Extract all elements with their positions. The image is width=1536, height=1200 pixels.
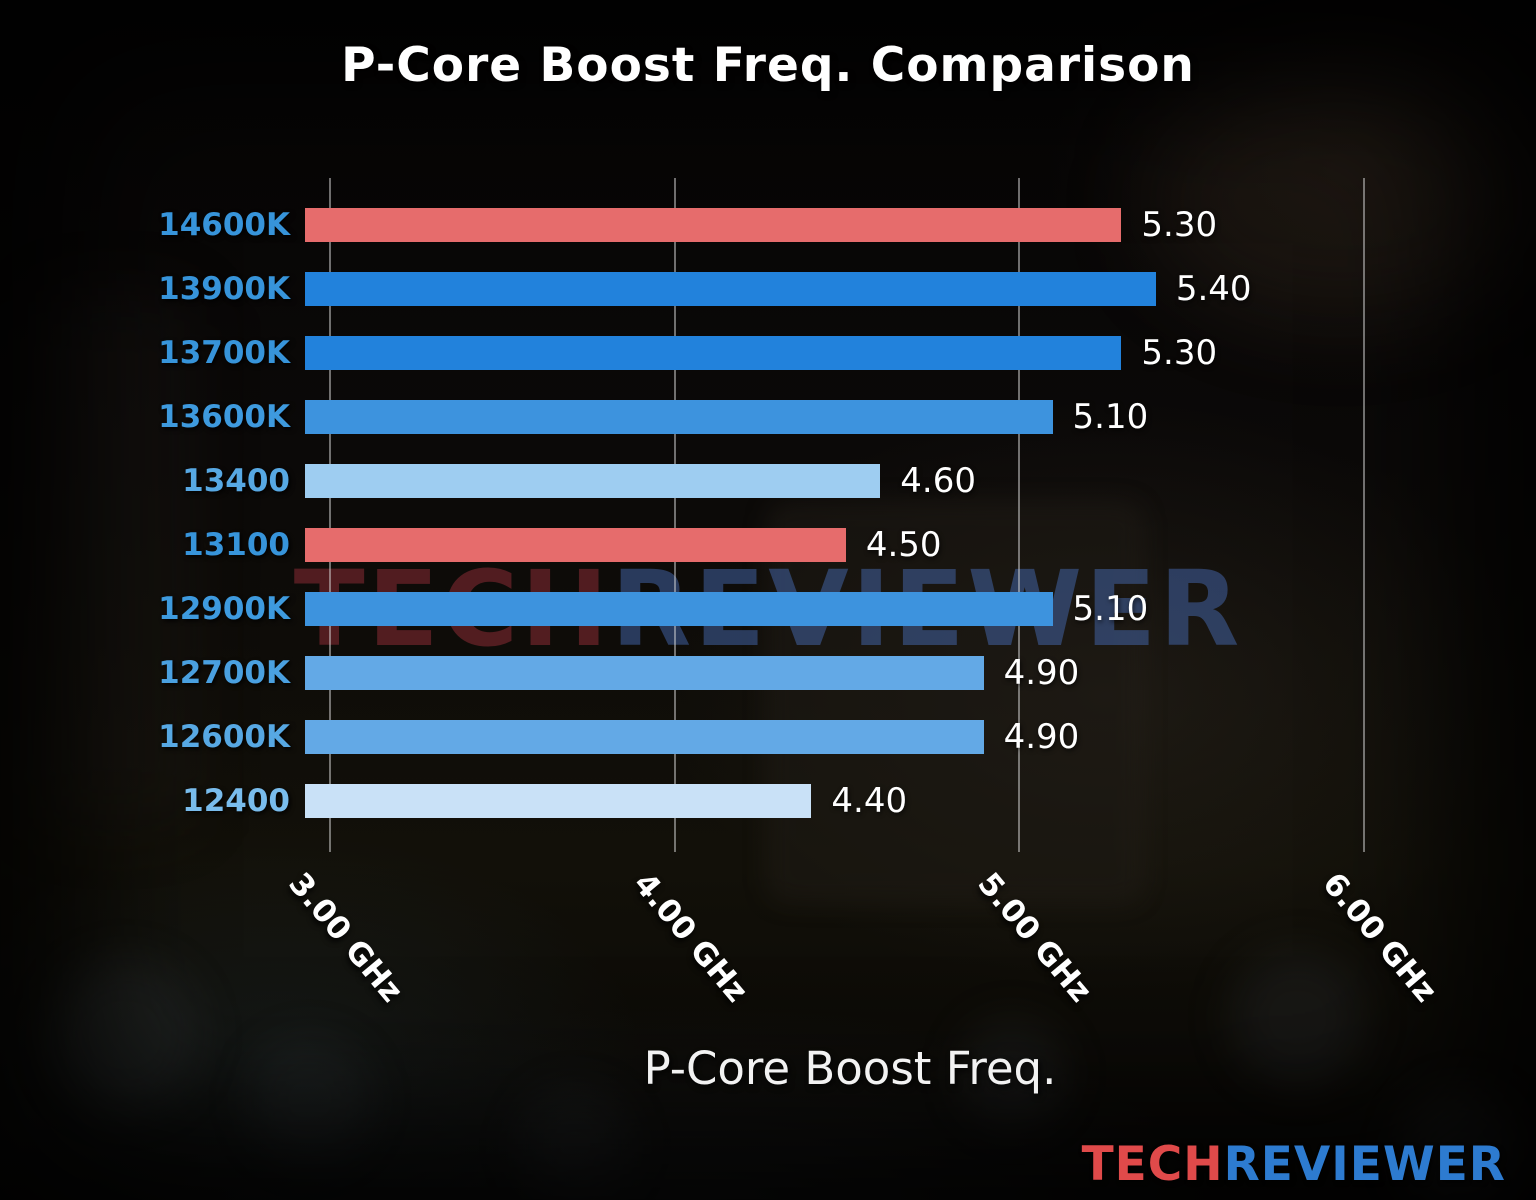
category-label: 13400 — [182, 463, 290, 499]
bar-track: 5.40 — [305, 269, 1490, 309]
bar-row: 12700K 4.90 — [0, 641, 1536, 705]
x-tick-label: 5.00 GHz — [970, 866, 1099, 1010]
bar-12900K — [305, 592, 1053, 626]
background-bokeh — [960, 1020, 1065, 1125]
bar-track: 4.40 — [305, 781, 1490, 821]
bar-track: 4.90 — [305, 653, 1490, 693]
bar-track: 5.10 — [305, 589, 1490, 629]
value-label: 5.10 — [1072, 397, 1149, 437]
background-bokeh — [1230, 950, 1365, 1085]
bar-row: 13400 4.60 — [0, 449, 1536, 513]
bar-track: 4.50 — [305, 525, 1490, 565]
value-label: 4.90 — [1003, 653, 1080, 693]
value-label: 4.90 — [1003, 717, 1080, 757]
background-cpu-socket — [770, 505, 1140, 900]
category-label: 13900K — [158, 271, 290, 307]
background-bokeh — [40, 300, 190, 820]
background-bokeh — [520, 1090, 630, 1200]
brand-logo-red: TECH — [1081, 1137, 1224, 1192]
plot-area — [305, 178, 1490, 852]
background-bokeh — [250, 1040, 370, 1160]
background-bokeh — [1400, 1090, 1520, 1200]
bar-row: 13100 4.50 — [0, 513, 1536, 577]
bar-row: 12600K 4.90 — [0, 705, 1536, 769]
bar-track: 5.10 — [305, 397, 1490, 437]
category-label: 13600K — [158, 399, 290, 435]
bar-row: 13900K 5.40 — [0, 257, 1536, 321]
value-label: 4.40 — [831, 781, 908, 821]
bar-rows: 14600K 5.30 13900K 5.40 13700K 5.30 13600K 5.10… — [0, 193, 1536, 833]
bar-track: 5.30 — [305, 205, 1490, 245]
bar-12400 — [305, 784, 812, 818]
value-label: 4.60 — [900, 461, 976, 501]
brand-logo: TECHREVIEWER — [1082, 1137, 1506, 1192]
background-bokeh — [50, 960, 200, 1110]
bar-row: 13700K 5.30 — [0, 321, 1536, 385]
x-axis-label: P-Core Boost Freq. — [643, 1042, 1057, 1095]
value-label: 5.10 — [1072, 589, 1149, 629]
brand-logo-blue: REVIEWER — [1223, 1137, 1506, 1192]
bar-13400 — [305, 464, 881, 498]
bar-12700K — [305, 656, 984, 690]
x-tick-label: 6.00 GHz — [1314, 866, 1444, 1010]
gridline — [1018, 178, 1021, 852]
value-label: 5.30 — [1141, 333, 1218, 373]
bar-13600K — [305, 400, 1053, 434]
x-tick-label: 4.00 GHz — [626, 866, 755, 1010]
value-label: 4.50 — [865, 525, 942, 565]
bar-13700K — [305, 336, 1122, 370]
category-label: 12600K — [158, 719, 290, 755]
bar-row: 12900K 5.10 — [0, 577, 1536, 641]
category-label: 14600K — [158, 207, 290, 243]
gridline — [329, 178, 332, 852]
bar-13900K — [305, 272, 1156, 306]
bar-row: 13600K 5.10 — [0, 385, 1536, 449]
gridline — [673, 178, 676, 852]
category-label: 12900K — [158, 591, 290, 627]
bar-track: 4.90 — [305, 717, 1490, 757]
category-label: 13700K — [158, 335, 290, 371]
value-label: 5.40 — [1175, 269, 1252, 309]
category-label: 12400 — [182, 783, 290, 819]
bar-track: 4.60 — [305, 461, 1490, 501]
gridline — [1362, 178, 1365, 852]
bar-12600K — [305, 720, 984, 754]
bar-track: 5.30 — [305, 333, 1490, 373]
bar-row: 12400 4.40 — [0, 769, 1536, 833]
background-bokeh — [1150, 80, 1530, 320]
bar-row: 14600K 5.30 — [0, 193, 1536, 257]
chart-title: P-Core Boost Freq. Comparison — [341, 38, 1195, 93]
category-label: 13100 — [182, 527, 290, 563]
x-axis-ticks: 3.00 GHz 4.00 GHz 5.00 GHz 6.00 GHz — [282, 856, 1490, 1066]
value-label: 5.30 — [1141, 205, 1218, 245]
bar-13100 — [305, 528, 846, 562]
category-label: 12700K — [158, 655, 290, 691]
bar-14600K — [305, 208, 1122, 242]
